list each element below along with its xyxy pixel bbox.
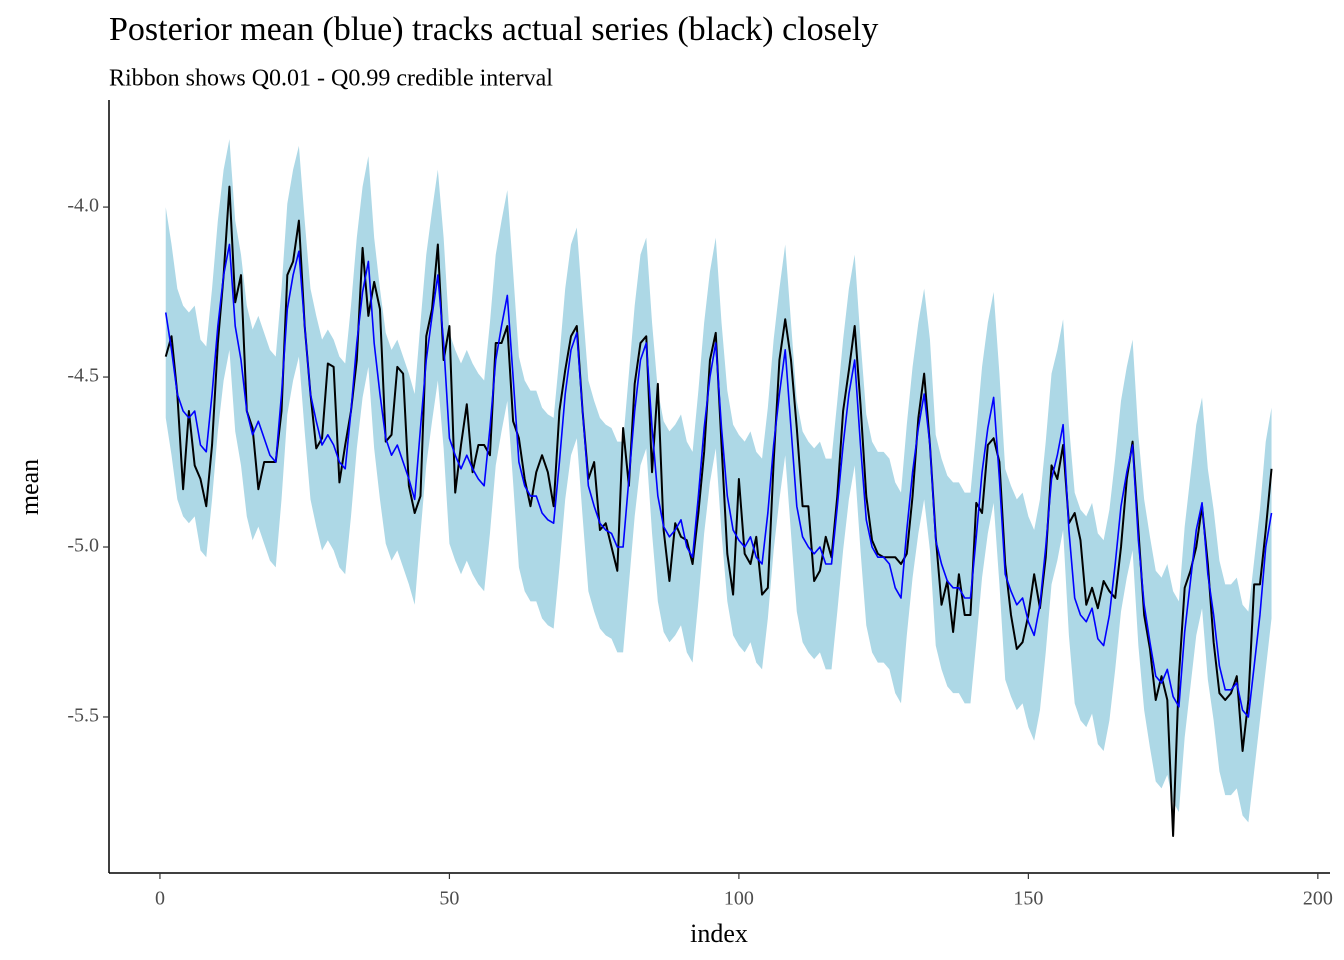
y-tick-label: -4.0 [67, 195, 99, 217]
series-line [164, 243, 1273, 718]
x-axis-label: index [690, 919, 748, 948]
y-tick-label: -5.0 [67, 535, 99, 557]
y-tick-label: -5.5 [67, 705, 99, 727]
y-axis-label: mean [15, 459, 44, 515]
x-tick-label: 0 [155, 888, 165, 910]
x-tick-label: 50 [439, 888, 459, 910]
y-tick-label: -4.5 [67, 365, 99, 387]
chart-title: Posterior mean (blue) tracks actual seri… [109, 11, 878, 48]
plot-area: -4.0 -4.5 -5.0 -5.5 0 50 100 150 200 [67, 100, 1333, 910]
chart-subtitle: Ribbon shows Q0.01 - Q0.99 credible inte… [109, 66, 553, 92]
credible-ribbon [165, 139, 1272, 823]
x-tick-label: 150 [1013, 888, 1043, 910]
x-tick-label: 100 [724, 888, 754, 910]
x-tick-label: 200 [1303, 888, 1333, 910]
